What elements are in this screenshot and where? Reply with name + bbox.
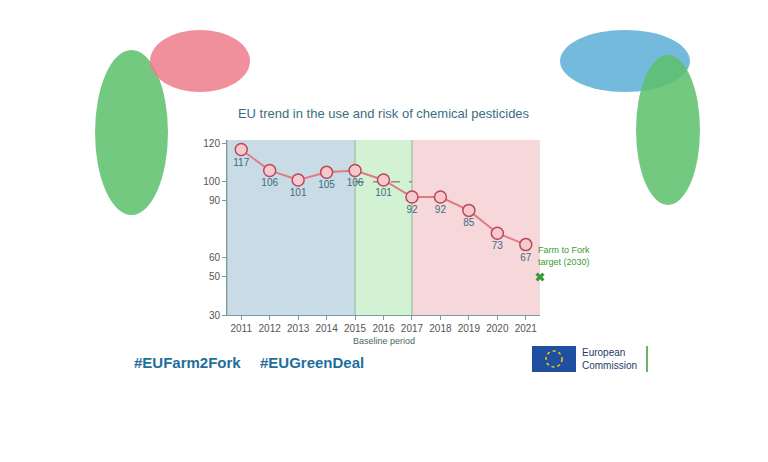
svg-text:101: 101 — [375, 187, 392, 198]
svg-text:2018: 2018 — [429, 323, 452, 334]
svg-text:30: 30 — [209, 310, 221, 321]
svg-text:Baseline period: Baseline period — [353, 336, 415, 346]
svg-text:100: 100 — [203, 176, 220, 187]
svg-text:#EUFarm2Fork: #EUFarm2Fork — [134, 354, 241, 371]
svg-text:106: 106 — [261, 177, 278, 188]
svg-text:90: 90 — [209, 195, 221, 206]
svg-text:2021: 2021 — [515, 323, 538, 334]
svg-text:2016: 2016 — [372, 323, 395, 334]
svg-text:120: 120 — [203, 138, 220, 149]
svg-text:85: 85 — [463, 217, 475, 228]
svg-text:2012: 2012 — [259, 323, 282, 334]
svg-text:92: 92 — [406, 204, 418, 215]
svg-text:2019: 2019 — [458, 323, 481, 334]
svg-text:92: 92 — [435, 204, 447, 215]
svg-text:EU trend in the use and risk o: EU trend in the use and risk of chemical… — [238, 106, 530, 121]
svg-text:67: 67 — [520, 252, 532, 263]
svg-text:Farm to Forktarget (2030): Farm to Forktarget (2030) — [538, 245, 590, 267]
svg-text:105: 105 — [318, 179, 335, 190]
svg-text:2014: 2014 — [315, 323, 338, 334]
svg-text:106: 106 — [347, 177, 364, 188]
svg-text:50: 50 — [209, 271, 221, 282]
svg-text:EuropeanCommission: EuropeanCommission — [582, 347, 637, 371]
svg-text:2013: 2013 — [287, 323, 310, 334]
svg-text:117: 117 — [233, 157, 249, 168]
svg-text:60: 60 — [209, 252, 221, 263]
svg-text:101: 101 — [290, 187, 307, 198]
svg-text:73: 73 — [492, 240, 504, 251]
svg-text:2015: 2015 — [344, 323, 367, 334]
svg-text:2011: 2011 — [230, 323, 252, 334]
svg-text:2017: 2017 — [401, 323, 424, 334]
svg-text:2020: 2020 — [486, 323, 509, 334]
svg-text:#EUGreenDeal: #EUGreenDeal — [260, 354, 364, 371]
